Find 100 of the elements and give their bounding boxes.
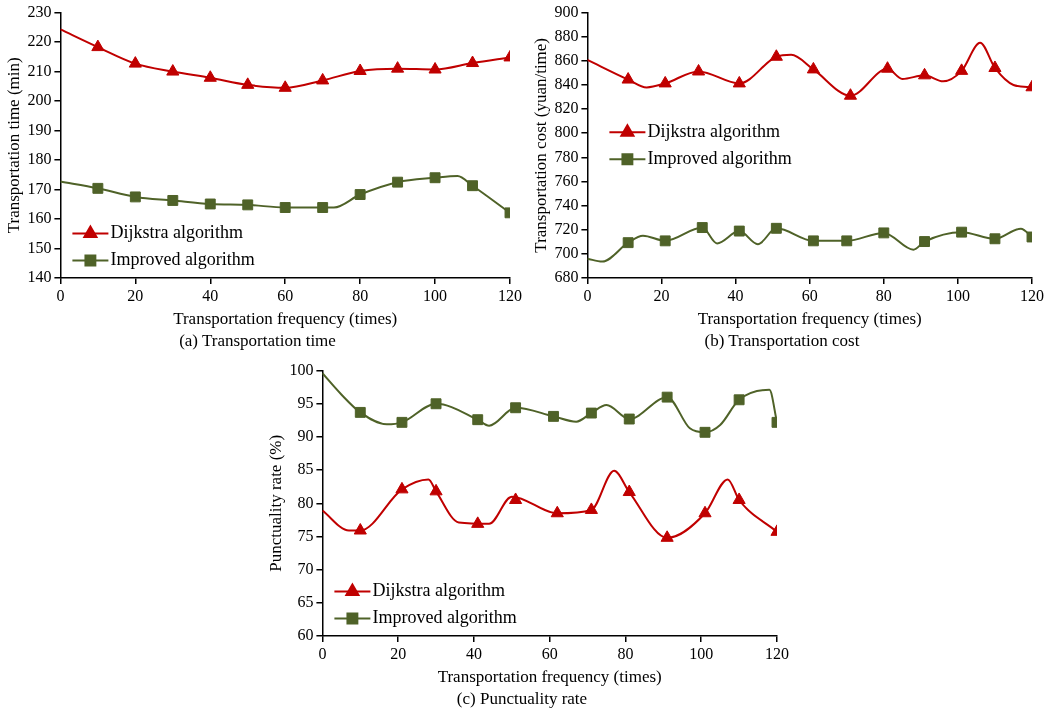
- y-tick-label: 720: [554, 219, 579, 237]
- y-tick-label: 780: [554, 147, 579, 165]
- point: [472, 414, 484, 426]
- point: [917, 67, 932, 80]
- y-tick-label: 190: [27, 120, 52, 138]
- x-axis-title: Transportation frequency (times): [697, 308, 922, 328]
- point: [241, 77, 255, 89]
- point: [354, 406, 366, 418]
- point: [396, 416, 408, 428]
- point: [733, 394, 745, 406]
- point: [806, 61, 820, 74]
- point: [880, 61, 895, 73]
- legend-label: Dijkstra algorithm: [372, 580, 505, 601]
- y-tick-label: 900: [554, 2, 579, 20]
- y-tick-label: 760: [554, 171, 579, 189]
- y-tick-label: 880: [554, 26, 579, 44]
- y-tick-label: 860: [554, 51, 579, 69]
- y-axis-title: Punctuality rate (%): [265, 434, 285, 572]
- y-tick-label: 90: [297, 427, 314, 445]
- point: [733, 225, 745, 237]
- x-tick-label: 40: [465, 644, 482, 662]
- x-tick-label: 60: [541, 644, 558, 662]
- point: [585, 407, 597, 419]
- point: [316, 72, 330, 85]
- legend-label: Improved algorithm: [647, 147, 792, 168]
- point: [691, 63, 706, 76]
- x-tick-label: 20: [390, 644, 407, 662]
- x-tick-label: 100: [689, 644, 714, 662]
- point: [510, 402, 522, 414]
- point: [509, 492, 523, 504]
- point: [429, 172, 441, 184]
- x-tick-label: 120: [498, 286, 522, 304]
- point: [769, 49, 783, 61]
- text: (c) Punctuality rate: [456, 689, 588, 709]
- point: [279, 202, 291, 213]
- x-tick-label: 0: [56, 286, 65, 304]
- x-tick-label: 40: [727, 286, 744, 304]
- point: [732, 75, 746, 88]
- text: (b) Transportation cost: [704, 331, 860, 351]
- y-tick-label: 230: [27, 2, 52, 20]
- legend-label: Dijkstra algorithm: [110, 222, 243, 243]
- x-tick-label: 100: [945, 286, 970, 304]
- x-axis-title: Transportation frequency (times): [437, 666, 662, 686]
- legend-label: Dijkstra algorithm: [647, 120, 780, 141]
- legend-label: Improved algorithm: [372, 607, 517, 628]
- point: [989, 233, 1001, 245]
- x-tick-label: 20: [653, 286, 670, 304]
- legend-label: Improved algorithm: [110, 249, 255, 270]
- x-tick-label: 100: [423, 286, 448, 304]
- point: [354, 189, 366, 200]
- y-tick-label: 100: [289, 360, 314, 378]
- point: [91, 39, 105, 52]
- y-tick-label: 95: [297, 393, 314, 411]
- point: [622, 237, 634, 249]
- y-tick-label: 170: [27, 179, 52, 197]
- point: [278, 80, 292, 92]
- point: [467, 180, 478, 192]
- point: [353, 523, 367, 535]
- x-tick-label: 80: [352, 286, 369, 304]
- x-tick-label: 60: [801, 286, 818, 304]
- y-tick-label: 700: [554, 244, 579, 262]
- y-tick-label: 70: [297, 559, 314, 577]
- x-tick-label: 60: [277, 286, 294, 304]
- y-tick-label: 740: [554, 195, 579, 213]
- point: [732, 492, 746, 504]
- x-tick-label: 0: [583, 286, 592, 304]
- x-tick-label: 80: [875, 286, 892, 304]
- point: [843, 88, 858, 100]
- y-tick-label: 180: [27, 150, 52, 168]
- point: [623, 413, 635, 425]
- x-tick-label: 80: [617, 644, 634, 662]
- point: [878, 227, 890, 239]
- point: [430, 398, 442, 410]
- x-axis-title: Transportation frequency (times): [173, 308, 398, 328]
- point: [465, 55, 480, 68]
- y-tick-label: 840: [554, 75, 579, 93]
- point: [392, 176, 404, 188]
- y-tick-label: 80: [297, 493, 314, 511]
- point: [659, 235, 671, 247]
- x-tick-label: 20: [127, 286, 144, 304]
- y-tick-label: 75: [297, 526, 314, 544]
- y-tick-label: 210: [27, 61, 52, 79]
- point: [128, 56, 142, 68]
- y-axis-title: Transportation cost (yuan/time): [530, 37, 550, 253]
- x-tick-label: 120: [765, 644, 789, 662]
- point: [841, 235, 853, 247]
- x-tick-label: 0: [318, 644, 327, 662]
- text: (a) Transportation time: [179, 331, 336, 351]
- y-tick-label: 140: [27, 268, 52, 286]
- point: [988, 60, 1002, 72]
- point: [660, 530, 674, 542]
- point: [807, 235, 819, 247]
- point: [919, 236, 931, 248]
- point: [658, 75, 672, 88]
- x-tick-label: 40: [202, 286, 219, 304]
- point: [550, 505, 564, 518]
- point: [317, 202, 329, 213]
- y-tick-label: 200: [27, 91, 52, 109]
- point: [204, 198, 216, 210]
- point: [391, 61, 405, 73]
